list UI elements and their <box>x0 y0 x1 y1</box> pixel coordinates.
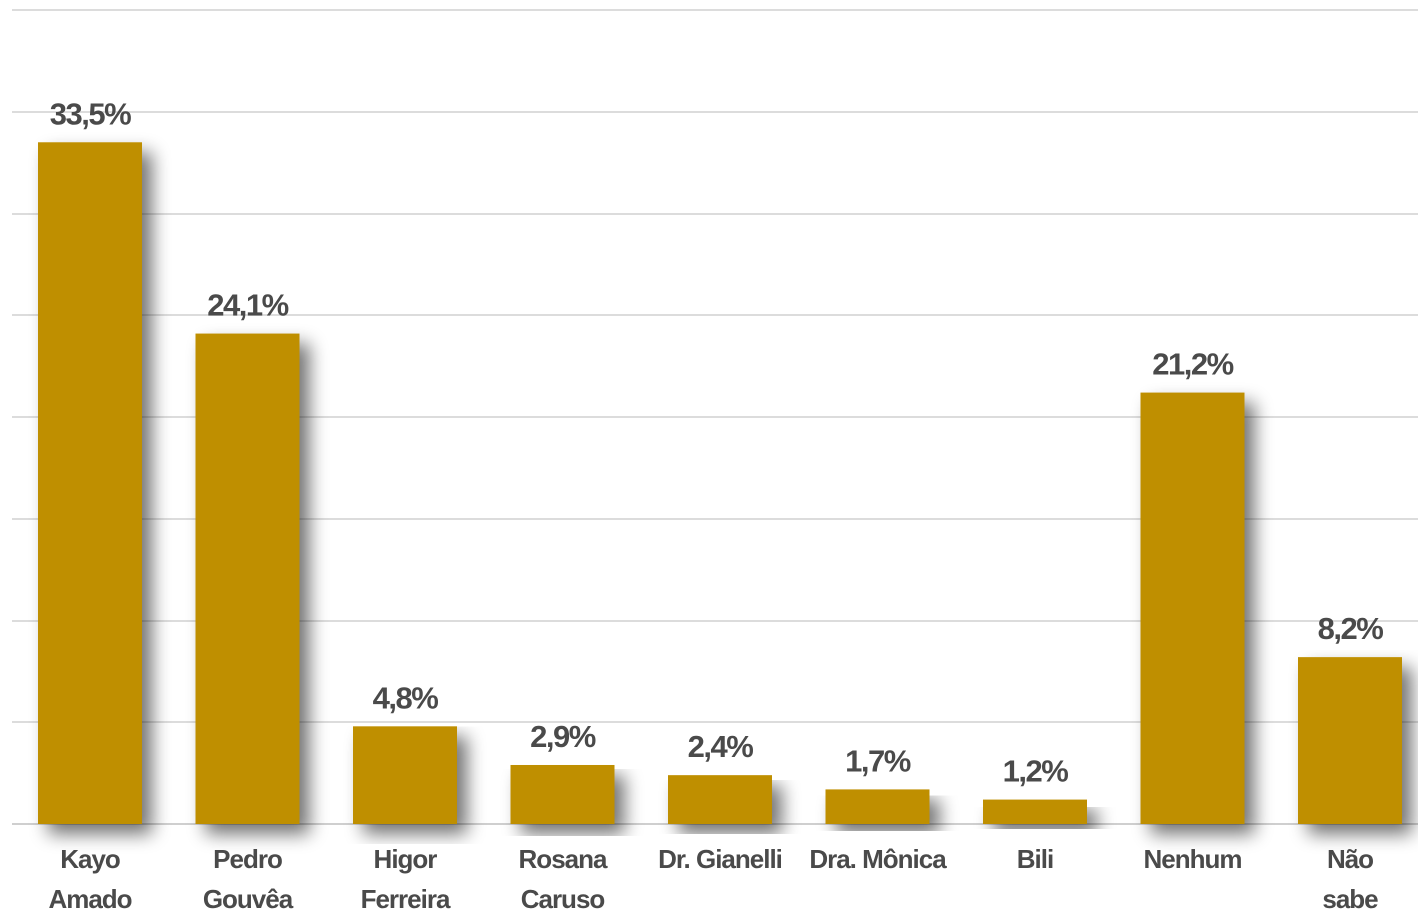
bar <box>825 789 930 824</box>
value-labels: 33,5% 24,1% 4,8% 2,9% 2,4% 1,7% 1,2% 21,2% 8,2% <box>50 96 1385 789</box>
category-labels: Kayo Amado Pedro Gouvêa Higor Ferreira Rosana C… <box>48 844 1379 914</box>
category-label: Bili <box>1017 844 1053 874</box>
category-label: Dr. Gianelli <box>658 844 782 874</box>
bars <box>38 142 1402 824</box>
category-label: Dra. Mônica <box>809 844 947 874</box>
value-label: 21,2% <box>1152 347 1233 382</box>
value-label: 8,2% <box>1318 611 1384 646</box>
value-label: 2,4% <box>688 729 754 764</box>
bar <box>510 764 615 824</box>
category-label: Não <box>1327 844 1373 874</box>
category-label: Pedro <box>213 844 282 874</box>
bar <box>668 775 772 824</box>
bar <box>983 799 1087 824</box>
category-label: sabe <box>1322 884 1378 914</box>
bar <box>195 333 300 824</box>
category-label: Kayo <box>60 844 120 874</box>
category-label: Amado <box>48 884 131 914</box>
category-label: Nenhum <box>1144 844 1242 874</box>
value-label: 2,9% <box>530 719 596 754</box>
category-label: Ferreira <box>361 884 451 914</box>
value-label: 1,7% <box>845 743 911 778</box>
category-label: Rosana <box>519 844 608 874</box>
bar <box>353 726 457 824</box>
bar <box>1140 392 1245 824</box>
category-label: Higor <box>374 844 438 874</box>
bar <box>38 142 142 824</box>
category-label: Gouvêa <box>203 884 294 914</box>
value-label: 33,5% <box>50 96 131 131</box>
category-label: Caruso <box>521 884 605 914</box>
value-label: 4,8% <box>373 680 439 715</box>
value-label: 24,1% <box>207 288 288 323</box>
value-label: 1,2% <box>1003 754 1069 789</box>
bar <box>1298 657 1402 824</box>
